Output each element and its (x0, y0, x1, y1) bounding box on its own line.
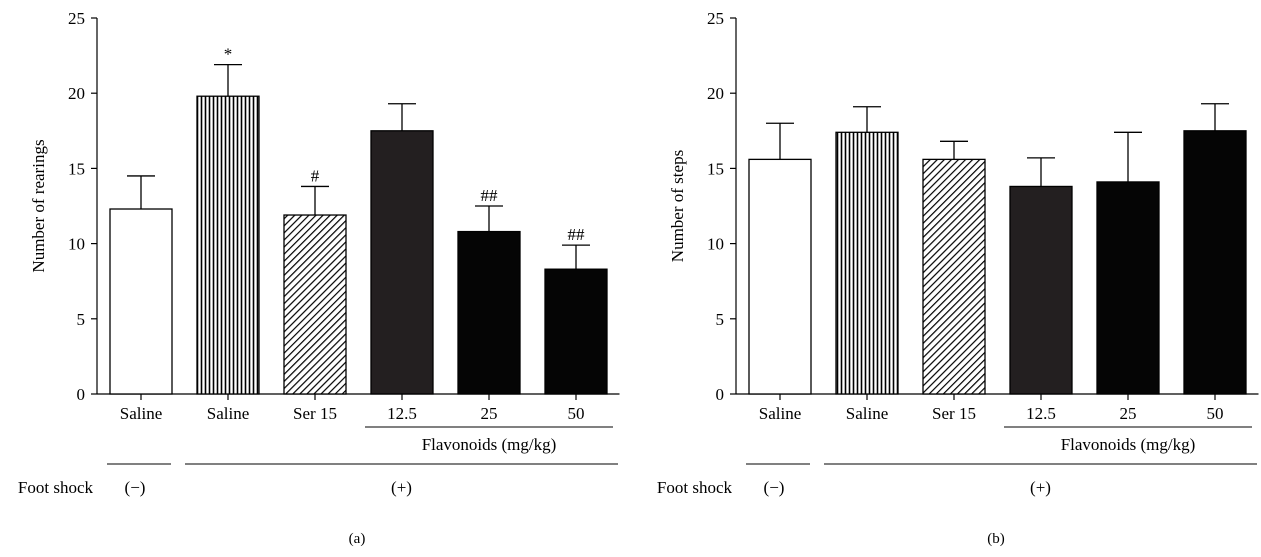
x-tick-label: 12.5 (1026, 404, 1056, 423)
x-tick-label: Saline (120, 404, 163, 423)
significance-annotation: * (224, 45, 233, 64)
footshock-minus: (−) (125, 478, 146, 497)
x-tick-label: 50 (568, 404, 585, 423)
panel-a: 0 5 10 15 20 25 Number of rearings Saline Saline… (18, 9, 620, 547)
bar (196, 95, 260, 395)
bar (1183, 130, 1247, 395)
significance-annotation: ## (568, 225, 586, 244)
bar (370, 130, 434, 395)
y-tick-label: 20 (707, 84, 724, 103)
y-axis-label: Number of steps (668, 150, 687, 262)
x-tick-label: Saline (759, 404, 802, 423)
bar (922, 158, 986, 395)
y-tick-label: 0 (77, 385, 86, 404)
panel-b: 0 5 10 15 20 25 Number of steps Saline Saline Ser… (657, 9, 1259, 547)
x-tick-label: Saline (207, 404, 250, 423)
x-tick-label: Ser 15 (932, 404, 976, 423)
group-label: Flavonoids (mg/kg) (422, 435, 557, 454)
panel-label: (a) (349, 531, 366, 547)
bar (109, 208, 173, 395)
y-tick-label: 10 (707, 235, 724, 254)
bar (457, 230, 521, 395)
x-tick-label: 25 (1120, 404, 1137, 423)
significance-annotation: ## (481, 186, 499, 205)
y-tick-label: 10 (68, 235, 85, 254)
y-tick-label: 15 (68, 159, 85, 178)
bar (748, 158, 812, 395)
footshock-label: Foot shock (657, 478, 733, 497)
y-tick-label: 25 (68, 9, 85, 28)
x-tick-label: 50 (1207, 404, 1224, 423)
footshock-plus: (+) (391, 478, 412, 497)
bar (544, 268, 608, 395)
y-tick-label: 5 (716, 310, 725, 329)
bar (1096, 181, 1160, 395)
x-tick-label: Ser 15 (293, 404, 337, 423)
bar (283, 214, 347, 395)
footshock-label: Foot shock (18, 478, 94, 497)
x-tick-label: 25 (481, 404, 498, 423)
x-tick-label: Saline (846, 404, 889, 423)
bar (1009, 185, 1073, 395)
panel-label: (b) (987, 531, 1005, 547)
group-label: Flavonoids (mg/kg) (1061, 435, 1196, 454)
significance-annotation: # (311, 166, 320, 185)
footshock-minus: (−) (764, 478, 785, 497)
y-axis-label: Number of rearings (29, 139, 48, 272)
y-tick-label: 0 (716, 385, 725, 404)
bar (835, 131, 899, 395)
y-tick-label: 15 (707, 159, 724, 178)
x-tick-label: 12.5 (387, 404, 417, 423)
footshock-plus: (+) (1030, 478, 1051, 497)
y-tick-label: 5 (77, 310, 86, 329)
y-tick-label: 20 (68, 84, 85, 103)
y-tick-label: 25 (707, 9, 724, 28)
